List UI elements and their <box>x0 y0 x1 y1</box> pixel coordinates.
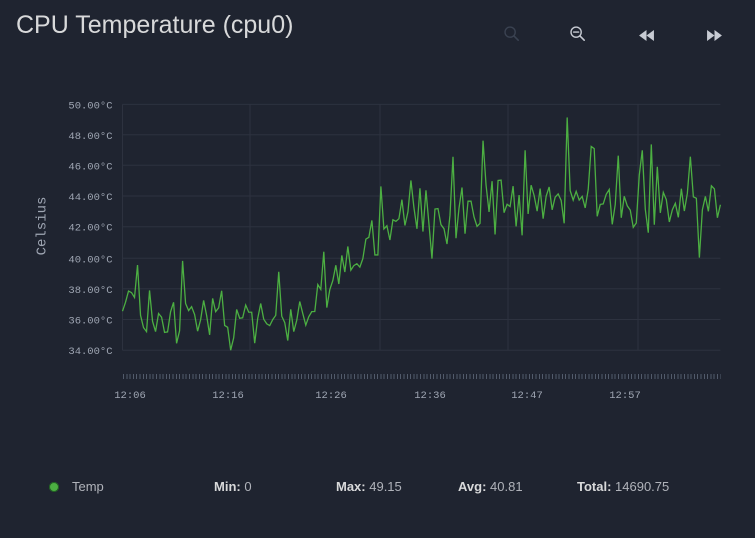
svg-text:36.00°C: 36.00°C <box>68 316 112 328</box>
svg-text:48.00°C: 48.00°C <box>68 131 112 143</box>
svg-text:50.00°C: 50.00°C <box>68 100 112 112</box>
svg-text:34.00°C: 34.00°C <box>68 346 112 358</box>
svg-text:38.00°C: 38.00°C <box>68 285 112 297</box>
svg-text:40.00°C: 40.00°C <box>68 254 112 266</box>
svg-text:46.00°C: 46.00°C <box>68 161 112 173</box>
svg-text:42.00°C: 42.00°C <box>68 223 112 235</box>
svg-text:44.00°C: 44.00°C <box>68 192 112 204</box>
